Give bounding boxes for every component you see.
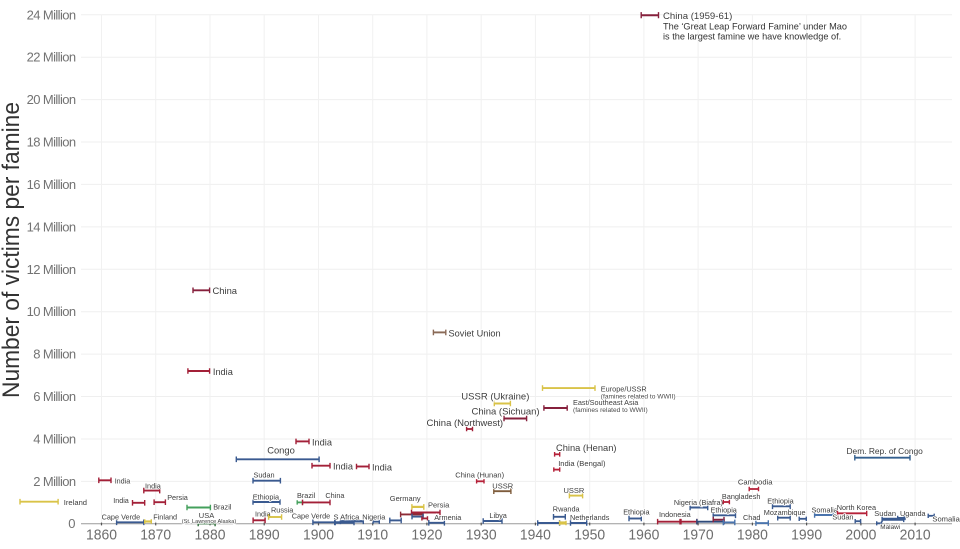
svg-text:China: China (213, 285, 238, 296)
svg-text:Ethiopia: Ethiopia (253, 492, 280, 501)
svg-text:China (Hunan): China (Hunan) (455, 471, 504, 480)
svg-text:S Africa: S Africa (334, 513, 361, 522)
svg-text:1990: 1990 (791, 527, 822, 544)
svg-text:Nigeria: Nigeria (362, 513, 386, 522)
svg-text:India (Bengal): India (Bengal) (558, 459, 606, 468)
svg-text:Congo: Congo (267, 445, 295, 456)
svg-text:USSR: USSR (492, 481, 513, 490)
svg-text:Sudan: Sudan (832, 513, 853, 522)
svg-text:Brazil: Brazil (213, 503, 232, 512)
svg-text:1900: 1900 (303, 527, 334, 544)
svg-text:0: 0 (68, 516, 75, 531)
svg-text:1960: 1960 (628, 527, 659, 544)
svg-text:1890: 1890 (249, 527, 280, 544)
svg-text:East/Southeast Asia: East/Southeast Asia (573, 398, 639, 407)
svg-text:The ‘Great Leap Forward Famine: The ‘Great Leap Forward Famine’ under Ma… (663, 21, 847, 31)
svg-text:Somalia: Somalia (812, 506, 839, 515)
svg-text:Armenia: Armenia (434, 513, 462, 522)
svg-text:1980: 1980 (737, 527, 768, 544)
svg-text:1970: 1970 (683, 527, 714, 544)
svg-text:Indonesia: Indonesia (659, 510, 692, 519)
svg-text:China (Northwest): China (Northwest) (427, 418, 504, 429)
svg-text:India: India (372, 462, 393, 472)
svg-text:Germany: Germany (390, 494, 421, 503)
svg-text:1860: 1860 (86, 527, 117, 544)
svg-text:(St. Lawrence Alaska): (St. Lawrence Alaska) (182, 519, 237, 525)
svg-text:2010: 2010 (900, 527, 931, 544)
svg-text:Chad: Chad (743, 513, 760, 522)
svg-text:20 Million: 20 Million (27, 92, 76, 107)
svg-text:1920: 1920 (411, 527, 442, 544)
svg-text:India: India (115, 477, 131, 486)
svg-text:1880: 1880 (195, 527, 226, 544)
svg-text:Russia: Russia (271, 505, 294, 514)
svg-text:10 Million: 10 Million (27, 304, 76, 319)
svg-text:USSR (Ukraine): USSR (Ukraine) (461, 392, 529, 403)
svg-text:Rwanda: Rwanda (553, 505, 581, 514)
svg-text:Sudan: Sudan (254, 470, 275, 479)
svg-text:2 Million: 2 Million (33, 474, 76, 489)
svg-text:Finland: Finland (153, 513, 177, 522)
svg-text:(famines related to WWII): (famines related to WWII) (573, 407, 648, 414)
svg-text:Cape Verde: Cape Verde (102, 512, 141, 521)
svg-text:Nigeria (Biafra): Nigeria (Biafra) (674, 498, 723, 507)
svg-text:China: China (325, 491, 345, 500)
svg-text:Brazil: Brazil (297, 491, 316, 500)
svg-text:North Korea: North Korea (837, 503, 877, 512)
svg-text:Malawi: Malawi (880, 524, 900, 531)
svg-text:1950: 1950 (574, 527, 605, 544)
svg-text:8 Million: 8 Million (33, 347, 76, 362)
svg-text:4 Million: 4 Million (33, 432, 76, 447)
svg-text:Europe/USSR: Europe/USSR (601, 384, 647, 393)
svg-text:Bangladesh: Bangladesh (722, 492, 761, 501)
svg-text:Cambodia: Cambodia (738, 478, 773, 487)
svg-text:Uganda: Uganda (900, 509, 927, 518)
svg-text:12 Million: 12 Million (27, 262, 76, 277)
svg-text:India: India (255, 510, 271, 519)
svg-text:is the largest famine we have: is the largest famine we have knowledge … (663, 31, 841, 41)
svg-text:China (Sichuan): China (Sichuan) (471, 407, 539, 418)
svg-text:1940: 1940 (520, 527, 551, 544)
svg-text:Cape Verde: Cape Verde (292, 512, 331, 521)
svg-text:Ethiopia: Ethiopia (623, 507, 650, 516)
svg-text:1870: 1870 (140, 527, 171, 544)
svg-text:Ethiopia: Ethiopia (711, 506, 738, 515)
svg-text:Somalia: Somalia (932, 515, 960, 524)
svg-text:India: India (333, 462, 354, 472)
svg-text:Mozambique: Mozambique (764, 508, 806, 517)
svg-text:22 Million: 22 Million (27, 50, 76, 65)
svg-text:India: India (145, 482, 162, 491)
svg-text:(famines related to WWII): (famines related to WWII) (601, 393, 676, 400)
svg-text:1930: 1930 (466, 527, 497, 544)
svg-text:Persia: Persia (428, 501, 450, 510)
svg-text:China (1959-61): China (1959-61) (663, 11, 732, 22)
svg-text:Ireland: Ireland (64, 498, 87, 507)
svg-text:2000: 2000 (845, 527, 876, 544)
svg-text:USSR: USSR (564, 486, 585, 495)
svg-text:Libya: Libya (489, 511, 507, 520)
svg-text:USA: USA (199, 511, 214, 520)
svg-text:India: India (113, 496, 129, 505)
svg-text:24 Million: 24 Million (27, 7, 76, 22)
svg-text:Persia: Persia (167, 493, 189, 502)
svg-text:Ethiopia: Ethiopia (767, 497, 794, 506)
svg-text:16 Million: 16 Million (27, 177, 76, 192)
svg-text:Dem. Rep. of Congo: Dem. Rep. of Congo (847, 446, 924, 456)
svg-text:India: India (213, 367, 234, 377)
svg-text:Sudan: Sudan (874, 509, 896, 518)
svg-text:Number of victims per famine: Number of victims per famine (0, 102, 25, 398)
svg-text:6 Million: 6 Million (33, 389, 76, 404)
svg-text:Soviet Union: Soviet Union (449, 328, 501, 338)
svg-text:Netherlands: Netherlands (570, 513, 610, 522)
svg-text:China (Henan): China (Henan) (556, 443, 616, 453)
svg-text:1910: 1910 (357, 527, 388, 544)
svg-text:India: India (312, 437, 333, 447)
svg-text:14 Million: 14 Million (27, 219, 76, 234)
svg-text:18 Million: 18 Million (27, 135, 76, 150)
